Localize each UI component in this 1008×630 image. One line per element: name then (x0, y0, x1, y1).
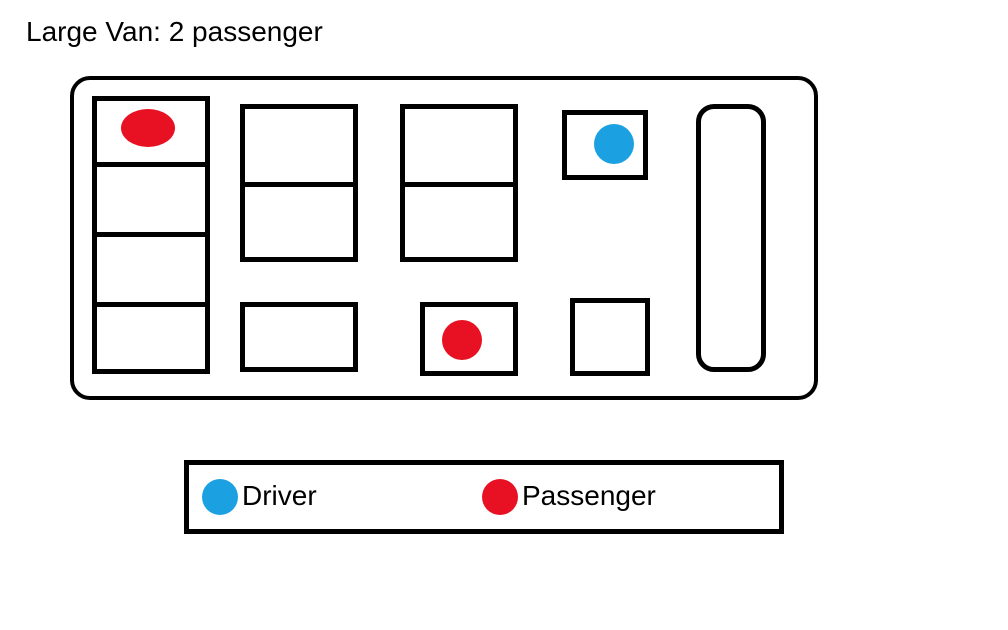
driver-dot (594, 124, 634, 164)
legend-passenger-label: Passenger (522, 480, 656, 512)
col2-div (245, 182, 353, 187)
col3-div (405, 182, 513, 187)
diagram-title: Large Van: 2 passenger (26, 16, 323, 48)
right-tall (696, 104, 766, 372)
passenger-front-dot (121, 109, 175, 147)
col4-bot (570, 298, 650, 376)
legend-driver-dot (202, 479, 238, 515)
col1-div1 (97, 162, 205, 167)
col1-div2 (97, 232, 205, 237)
col2-bot (240, 302, 358, 372)
legend-passenger-dot (482, 479, 518, 515)
passenger-mid-dot (442, 320, 482, 360)
legend-driver-label: Driver (242, 480, 317, 512)
col1-div3 (97, 302, 205, 307)
diagram-canvas: Large Van: 2 passenger Driver Passenger (0, 0, 1008, 630)
